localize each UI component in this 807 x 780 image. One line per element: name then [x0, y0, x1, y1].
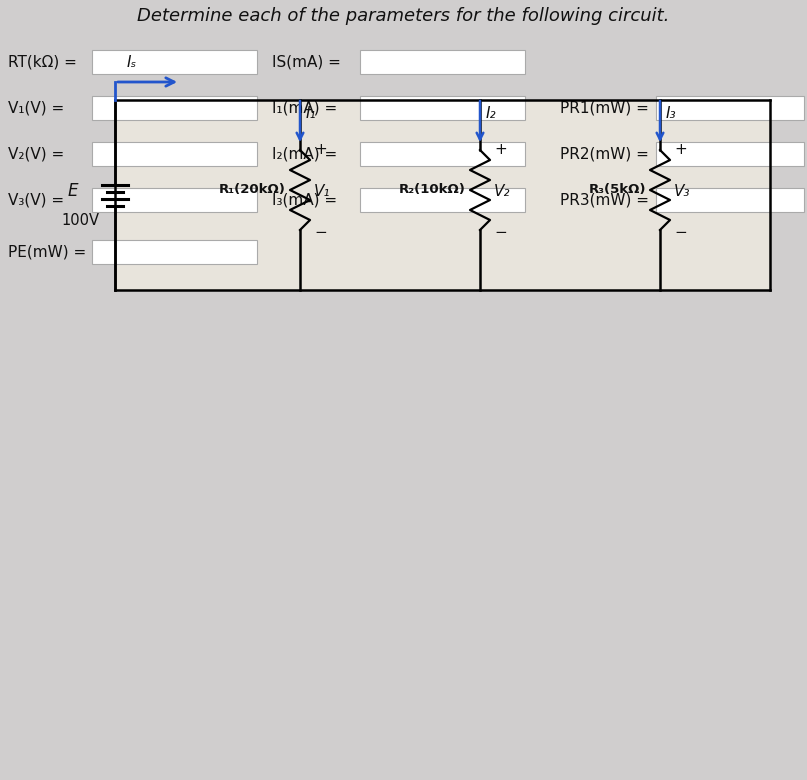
Text: V₁: V₁ [314, 183, 331, 198]
Text: PE(mW) =: PE(mW) = [8, 244, 86, 260]
Text: Iₛ: Iₛ [127, 55, 137, 70]
Text: I₁: I₁ [306, 106, 316, 121]
Bar [360, 188, 525, 212]
Text: V₁(V) =: V₁(V) = [8, 101, 65, 115]
Text: R₂(10kΩ): R₂(10kΩ) [399, 183, 466, 197]
Bar [115, 100, 770, 290]
Text: V₃(V) =: V₃(V) = [8, 193, 64, 207]
Bar [92, 240, 257, 264]
Text: V₂(V) =: V₂(V) = [8, 147, 65, 161]
Text: PR1(mW) =: PR1(mW) = [560, 101, 649, 115]
Text: I₃: I₃ [666, 106, 676, 121]
Text: I₁(mA) =: I₁(mA) = [272, 101, 337, 115]
Text: +: + [494, 142, 507, 157]
Bar [656, 142, 804, 166]
Bar [360, 50, 525, 74]
Text: −: − [314, 225, 327, 240]
Text: IS(mA) =: IS(mA) = [272, 55, 341, 69]
Bar [92, 96, 257, 120]
Bar [656, 188, 804, 212]
Text: PR3(mW) =: PR3(mW) = [560, 193, 649, 207]
Text: Determine each of the parameters for the following circuit.: Determine each of the parameters for the… [137, 7, 669, 25]
Bar [360, 96, 525, 120]
Text: R₃(5kΩ): R₃(5kΩ) [588, 183, 646, 197]
Text: PR2(mW) =: PR2(mW) = [560, 147, 649, 161]
Text: I₂(mA) =: I₂(mA) = [272, 147, 337, 161]
Bar [92, 188, 257, 212]
Text: +: + [674, 142, 687, 157]
Text: RT(kΩ) =: RT(kΩ) = [8, 55, 77, 69]
Text: 100V: 100V [61, 213, 99, 228]
Text: −: − [674, 225, 687, 240]
Text: −: − [494, 225, 507, 240]
Text: V₃: V₃ [674, 183, 691, 198]
Text: +: + [314, 142, 327, 157]
Text: I₂: I₂ [486, 106, 496, 121]
Bar [360, 142, 525, 166]
Bar [92, 50, 257, 74]
Text: V₂: V₂ [494, 183, 511, 198]
Text: R₁(20kΩ): R₁(20kΩ) [220, 183, 286, 197]
Bar [92, 142, 257, 166]
Text: E: E [68, 182, 78, 200]
Text: I₃(mA) =: I₃(mA) = [272, 193, 337, 207]
Bar [656, 96, 804, 120]
